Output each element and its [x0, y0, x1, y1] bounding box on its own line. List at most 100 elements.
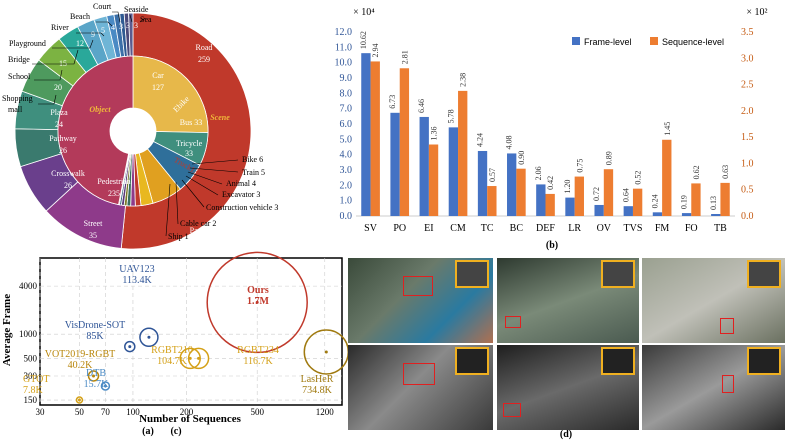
leader-line — [165, 183, 171, 237]
bubble-size-label: 116.7K — [243, 356, 273, 367]
frame-level-bar — [536, 184, 546, 216]
sample-frame — [497, 258, 639, 343]
frame-value-label: 6.73 — [388, 95, 397, 109]
category-label: CM — [450, 223, 466, 234]
pie-outer-label: Construction vehicle 3 — [206, 203, 278, 212]
bubble-size-label: 85K — [86, 331, 104, 342]
zoom-inset — [455, 260, 489, 288]
caption-d: (d) — [560, 429, 572, 440]
caption-b: (b) — [546, 240, 558, 251]
category-label: SV — [364, 223, 378, 234]
sequence-value-label: 0.90 — [517, 151, 526, 165]
leader-line — [181, 179, 205, 208]
pie-label: 35 — [89, 231, 97, 240]
pie-label: Bus 33 — [180, 118, 202, 127]
frame-value-label: 6.46 — [417, 99, 426, 113]
right-tick-label: 3.0 — [741, 53, 754, 64]
pie-outer-label: Bike 6 — [242, 155, 263, 164]
legend-swatch-frame — [572, 37, 580, 45]
bubble-size-label: 104.7K — [157, 356, 188, 367]
category-label: PO — [393, 223, 406, 234]
pie-label: 24 — [55, 120, 63, 129]
caption-a: (a) — [142, 426, 154, 437]
frame-value-label: 10.62 — [359, 31, 368, 49]
zoom-inset — [747, 260, 781, 288]
y-tick-label: 150 — [24, 395, 38, 405]
right-tick-label: 0.5 — [741, 185, 754, 196]
pie-outer-label: School — [8, 72, 31, 81]
right-tick-label: 3.5 — [741, 27, 754, 38]
pie-label: 58 — [193, 238, 201, 247]
frame-level-bar — [652, 212, 663, 216]
caption-c: (c) — [170, 426, 181, 437]
pie-label: Pathway — [49, 134, 77, 143]
pie-label: 259 — [198, 55, 210, 64]
leader-line — [32, 49, 79, 65]
left-unit-label: × 10⁴ — [353, 7, 375, 18]
x-axis-label: Number of Sequences — [139, 413, 242, 425]
bubble-size-label: 113.4K — [122, 275, 152, 286]
pie-outer-label: Playground — [9, 39, 46, 48]
bubble-chart: 30 50 70 100 200 500 1200 150 300 500 1000 4000 Numb… — [1, 251, 350, 425]
zoom-inset — [455, 347, 489, 375]
x-tick-label: 30 — [36, 407, 46, 417]
bubble-rgbt234 — [187, 347, 210, 370]
sequence-level-bar — [458, 90, 468, 216]
left-tick-label: 10.0 — [335, 58, 353, 69]
pie-label: 5 — [101, 26, 105, 35]
bubble-size-label: 15.7K — [84, 379, 110, 390]
legend-seq: Sequence-level — [662, 37, 724, 47]
sample-frame — [642, 345, 785, 430]
category-label: FO — [685, 223, 698, 234]
category-label: TC — [481, 223, 494, 234]
sequence-value-label: 1.45 — [663, 122, 672, 136]
bubble-vot2019-rgbt — [87, 370, 100, 382]
left-tick-label: 2.0 — [340, 180, 353, 191]
category-label: BC — [510, 223, 524, 234]
leader-line — [129, 14, 133, 23]
pie-outer-label: Animal 4 — [226, 179, 256, 188]
pie-outer-label: River — [51, 23, 69, 32]
bubble-center — [197, 356, 201, 360]
target-box — [403, 363, 435, 385]
pie-label: Plaza — [50, 108, 68, 117]
frame-level-bar — [507, 153, 517, 216]
y-tick-label: 300 — [24, 371, 38, 381]
x-tick-label: 1200 — [316, 407, 335, 417]
right-tick-label: 0.0 — [741, 211, 754, 222]
frame-level-bar — [448, 127, 459, 216]
leader-line — [96, 21, 113, 27]
leader-line — [189, 167, 239, 173]
pie-outer-label: Sea — [140, 15, 152, 24]
leader-line — [34, 69, 63, 81]
bubble-name-label: Ours — [247, 285, 269, 296]
bubble-uav123 — [139, 327, 159, 348]
bubble-rgbt210 — [179, 347, 201, 370]
category-label: TVS — [624, 223, 643, 234]
leader-line — [187, 171, 223, 185]
pie-label: Object — [89, 105, 111, 114]
pie-label: 127 — [152, 83, 164, 92]
left-tick-label: 9.0 — [340, 73, 353, 84]
left-tick-label: 12.0 — [335, 27, 353, 38]
frame-value-label: 0.19 — [680, 195, 689, 209]
right-tick-label: 2.5 — [741, 80, 754, 91]
sequence-level-bar — [516, 168, 526, 216]
x-tick-label: 100 — [126, 407, 140, 417]
pie-label: Tricycle — [176, 139, 203, 148]
zoom-inset — [747, 347, 781, 375]
bubble-name-label: DTB — [86, 368, 106, 379]
bar-chart: 0.0 1.0 2.0 3.0 4.0 5.0 6.0 7.0 8.0 9.0 10.0 11.0 12… — [335, 7, 768, 234]
pie-label: 12 — [76, 39, 84, 48]
sequence-level-bar — [370, 61, 380, 216]
bubble-size-label: 1.7M — [247, 296, 270, 307]
bubble-ours — [206, 251, 308, 354]
leader-line — [52, 39, 94, 49]
frame-level-bar — [594, 204, 604, 216]
bubble-dtb — [100, 381, 111, 391]
pie-hole — [110, 108, 156, 154]
y-tick-label: 1000 — [19, 329, 38, 339]
pie-outer-label: Bridge — [8, 55, 30, 64]
